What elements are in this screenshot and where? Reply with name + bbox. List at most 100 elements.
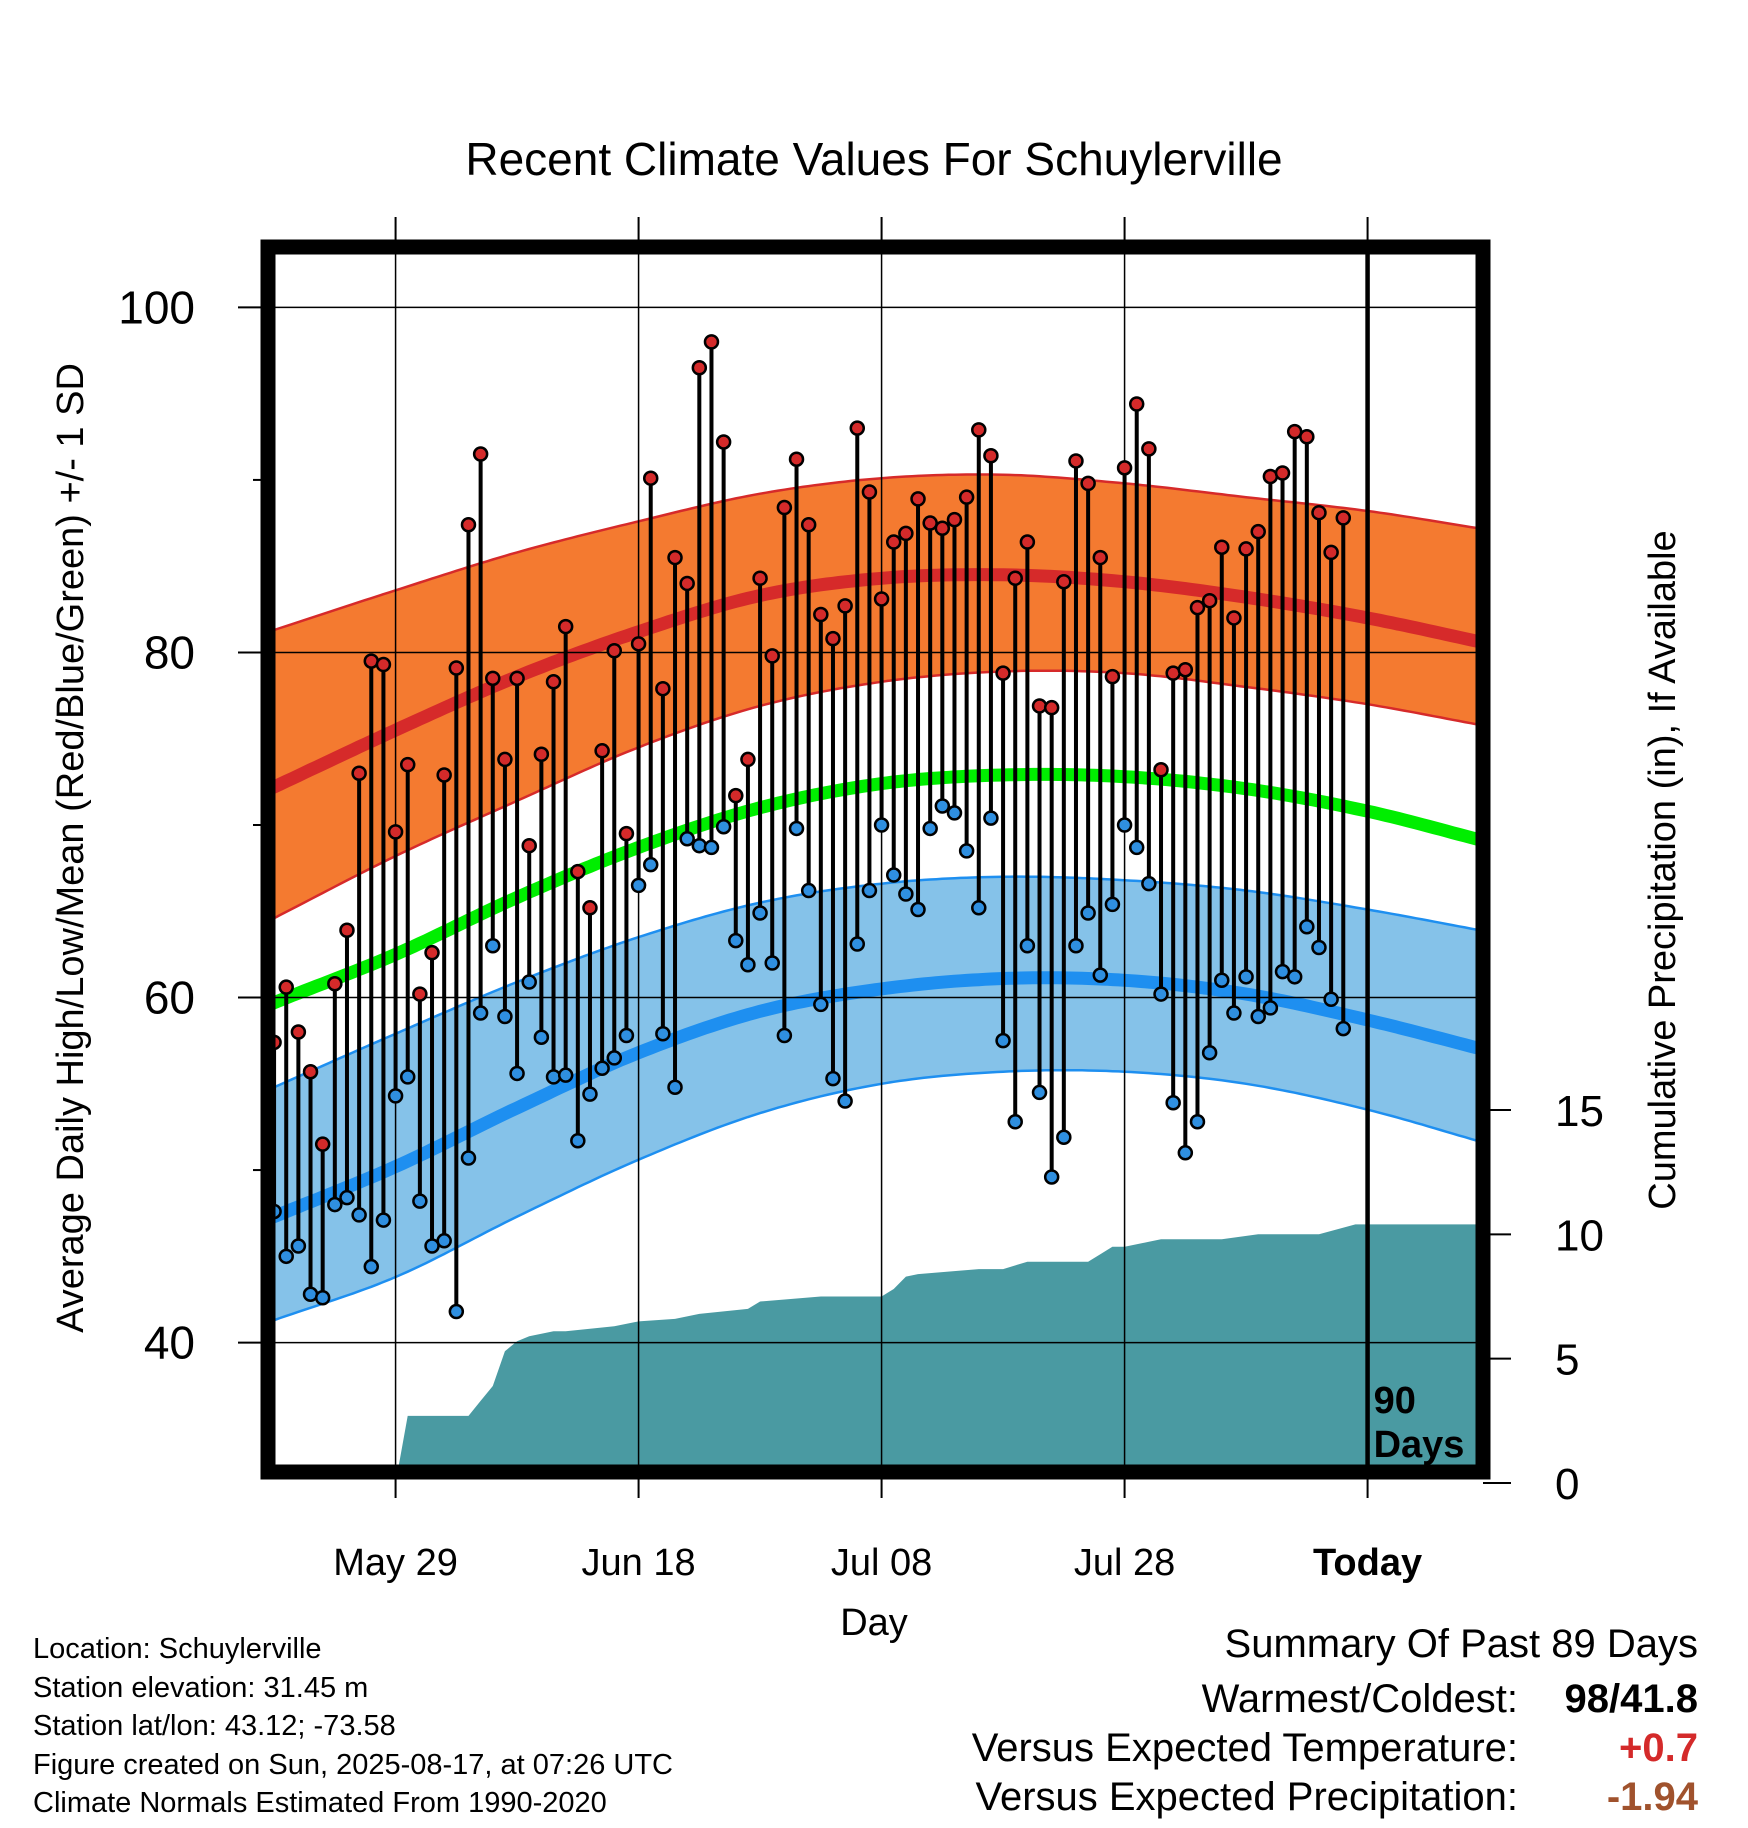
daily-low-point <box>715 818 732 835</box>
daily-high-point <box>776 499 793 516</box>
daily-low-point <box>995 1032 1011 1049</box>
daily-low-point <box>375 1212 392 1228</box>
daily-high-point <box>691 360 708 376</box>
daily-high-point <box>1238 541 1254 557</box>
x-axis-label: Day <box>840 1602 908 1644</box>
x-tick-label: Jul 08 <box>831 1542 932 1584</box>
today-marker-label: Days <box>1374 1424 1465 1466</box>
daily-low-point <box>1056 1129 1072 1146</box>
daily-high-point <box>752 570 768 587</box>
daily-low-point <box>448 1303 465 1320</box>
daily-low-point <box>509 1065 525 1082</box>
daily-high-point <box>1177 661 1194 678</box>
daily-high-point <box>740 751 756 768</box>
normals-text: Climate Normals Estimated From 1990-2020 <box>33 1787 607 1819</box>
daily-low-point <box>825 1070 841 1087</box>
daily-low-point <box>1019 938 1036 954</box>
warm-cold-label: Warmest/Coldest: <box>1201 1677 1518 1721</box>
daily-high-point <box>885 534 902 550</box>
daily-high-point <box>1128 396 1145 412</box>
daily-high-point <box>1019 534 1036 550</box>
daily-low-point <box>460 1150 477 1166</box>
daily-high-point <box>1214 539 1230 555</box>
daily-high-point <box>1323 544 1339 561</box>
y2-tick-label: 15 <box>1555 1087 1604 1136</box>
daily-high-point <box>667 549 683 566</box>
daily-high-point <box>1007 570 1023 587</box>
daily-low-point <box>971 900 987 916</box>
daily-high-point <box>1031 698 1048 714</box>
daily-low-point <box>1189 1114 1206 1130</box>
daily-high-point <box>679 575 695 592</box>
high-sd-band <box>268 474 1483 919</box>
daily-high-point <box>1141 441 1157 457</box>
created-text: Figure created on Sun, 2025-08-17, at 07… <box>33 1748 673 1781</box>
daily-low-point <box>339 1189 355 1206</box>
daily-high-point <box>521 837 537 854</box>
daily-low-point <box>655 1026 671 1042</box>
x-tick-label: Jul 28 <box>1074 1542 1175 1584</box>
daily-low-point <box>1299 919 1315 935</box>
temp-anomaly-value: +0.7 <box>1619 1726 1698 1770</box>
daily-low-point <box>740 956 756 973</box>
daily-low-point <box>1007 1114 1023 1130</box>
daily-high-point <box>1335 510 1352 526</box>
daily-high-point <box>460 517 477 533</box>
daily-high-point <box>327 975 343 992</box>
daily-high-point <box>910 491 926 507</box>
daily-low-point <box>861 882 878 899</box>
daily-low-point <box>570 1132 586 1149</box>
daily-high-point <box>642 470 659 486</box>
daily-low-point <box>1043 1169 1060 1185</box>
daily-low-point <box>1177 1145 1194 1161</box>
daily-high-point <box>1092 549 1109 566</box>
daily-low-point <box>290 1238 307 1254</box>
daily-low-point <box>1286 969 1303 985</box>
daily-low-point <box>1311 939 1327 956</box>
daily-low-point <box>922 820 938 837</box>
y-axis-label: Average Daily High/Low/Mean (Red/Blue/Gr… <box>50 363 92 1333</box>
daily-low-point <box>728 932 744 949</box>
daily-high-point <box>995 665 1011 681</box>
y-tick-label: 40 <box>144 1317 195 1369</box>
daily-high-point <box>728 787 744 804</box>
daily-low-point <box>898 886 914 902</box>
summary-title: Summary Of Past 89 Days <box>1224 1622 1698 1666</box>
daily-high-point <box>1250 523 1266 540</box>
daily-low-point <box>521 974 537 990</box>
daily-low-point <box>557 1067 574 1083</box>
daily-low-point <box>545 1069 562 1085</box>
daily-low-point <box>764 955 780 971</box>
daily-low-point <box>399 1069 416 1085</box>
daily-high-point <box>436 767 452 783</box>
daily-high-point <box>1116 460 1133 476</box>
coldest-value: /41.8 <box>1609 1677 1698 1721</box>
daily-low-point <box>594 1060 610 1077</box>
daily-low-point <box>1141 875 1157 892</box>
daily-low-point <box>813 996 829 1013</box>
y2-tick-label: 0 <box>1555 1460 1579 1509</box>
y-tick-label: 60 <box>144 972 195 1024</box>
daily-high-point <box>655 680 671 697</box>
daily-high-point <box>898 525 914 542</box>
daily-high-point <box>630 636 647 652</box>
daily-low-point <box>1068 938 1084 954</box>
daily-low-point <box>1250 1008 1266 1025</box>
daily-low-point <box>1116 817 1133 833</box>
precip-anomaly-label: Versus Expected Precipitation: <box>975 1775 1518 1819</box>
daily-low-point <box>679 831 695 847</box>
daily-high-point <box>424 944 440 961</box>
daily-low-point <box>1238 969 1254 985</box>
daily-high-point <box>946 511 963 528</box>
y2-tick-label: 5 <box>1555 1336 1579 1385</box>
daily-high-point <box>715 434 732 450</box>
daily-low-point <box>533 1029 550 1045</box>
daily-high-point <box>813 606 829 623</box>
daily-low-point <box>1092 967 1109 983</box>
daily-high-point <box>837 598 853 614</box>
daily-low-point <box>1201 1044 1218 1061</box>
warmest-value: 98 <box>1564 1677 1610 1721</box>
daily-high-point <box>533 746 550 763</box>
